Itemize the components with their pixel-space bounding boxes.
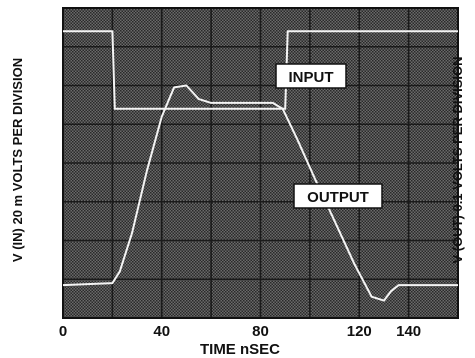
output-trace xyxy=(62,84,458,302)
x-tick-label: 120 xyxy=(347,323,372,340)
output-label-text: OUTPUT xyxy=(307,189,369,206)
input-label: INPUT xyxy=(275,63,347,89)
grid xyxy=(63,8,458,318)
plot-border xyxy=(62,7,459,319)
left-axis-title: V (IN) 20 m VOLTS PER DIVISION xyxy=(10,58,25,262)
x-tick-labels: 0 40 80 120 140 xyxy=(59,323,421,340)
output-label: OUTPUT xyxy=(293,183,383,209)
x-tick-label: 80 xyxy=(252,323,269,340)
right-axis-title: V (OUT) 0.1 VOLTS PER DIVISION xyxy=(450,56,465,263)
input-label-text: INPUT xyxy=(289,69,334,86)
x-tick-label: 0 xyxy=(59,323,67,340)
input-trace xyxy=(63,30,458,110)
x-axis-title: TIME nSEC xyxy=(200,341,280,358)
x-tick-label: 40 xyxy=(153,323,170,340)
x-tick-label: 140 xyxy=(396,323,421,340)
